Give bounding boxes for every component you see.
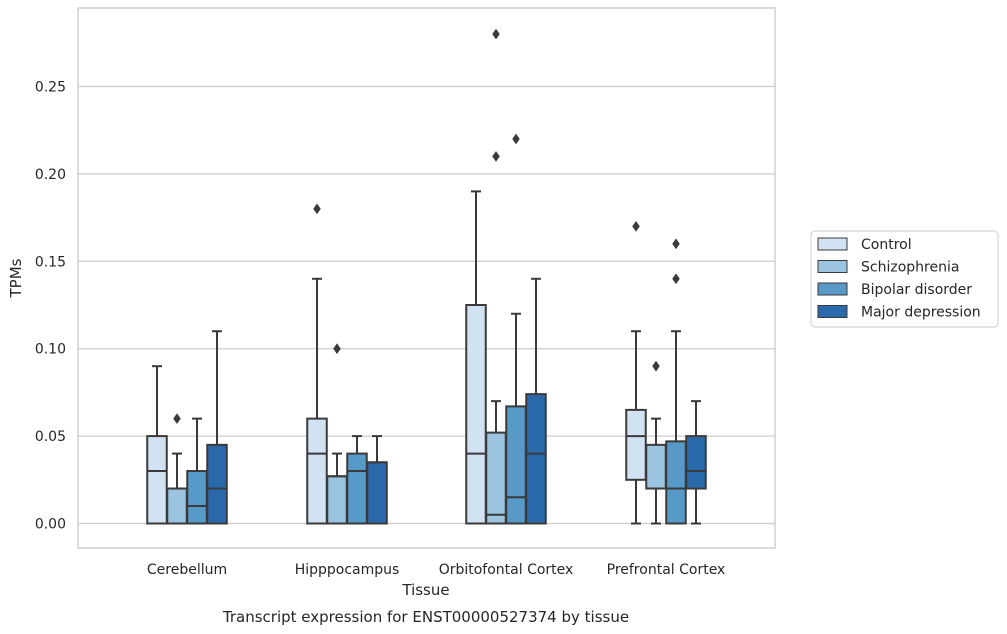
x-tick-label: Orbitofontal Cortex: [439, 562, 574, 578]
legend-label: Bipolar disorder: [861, 282, 972, 298]
box-control-0: [146, 365, 168, 525]
box-major-depression-1: [366, 435, 388, 525]
x-tick-labels: Cerebellum Hipppocampus Orbitofontal Corte…: [147, 562, 725, 578]
legend-frame: [810, 230, 999, 328]
box-bipolar-disorder-2: [505, 133, 527, 525]
box-control-1: [306, 203, 328, 525]
outlier-marker: [333, 343, 341, 355]
y-tick-labels: 0.00 0.05 0.10 0.15 0.20 0.25: [35, 80, 66, 533]
box-body: [525, 393, 547, 525]
figure-caption: Transcript expression for ENST0000052737…: [222, 608, 629, 626]
box-bipolar-disorder-1: [346, 435, 368, 525]
legend-swatch: [817, 237, 848, 251]
y-tick-label: 0.00: [35, 517, 66, 533]
y-tick-label: 0.25: [35, 80, 66, 96]
box-body: [326, 475, 348, 525]
legend: Control Schizophrenia Bipolar disorder Majo…: [810, 230, 999, 328]
box-schizophrenia-2: [485, 28, 507, 525]
x-axis-title: Tissue: [401, 581, 449, 599]
y-axis-title: TPMs: [7, 258, 25, 298]
legend-swatch: [817, 282, 848, 296]
legend-swatch: [817, 260, 848, 273]
box-body: [346, 452, 368, 525]
x-tick-label: Hipppocampus: [295, 562, 400, 578]
box-body: [505, 405, 527, 525]
box-body: [685, 435, 707, 490]
box-bipolar-disorder-3: [665, 238, 687, 525]
legend-label: Major depression: [861, 305, 981, 321]
x-tick-label: Prefrontal Cortex: [607, 562, 726, 578]
box-schizophrenia-1: [326, 343, 348, 525]
y-tick-label: 0.05: [35, 429, 66, 445]
box-body: [625, 408, 647, 481]
outlier-marker: [652, 360, 660, 372]
outlier-marker: [313, 203, 321, 215]
box-body: [665, 440, 687, 525]
plot-frame: [77, 7, 776, 549]
box-body: [306, 417, 328, 525]
box-schizophrenia-0: [166, 413, 188, 525]
box-body: [645, 443, 667, 490]
legend-swatch: [817, 305, 848, 318]
legend-label: Control: [861, 237, 912, 253]
box-major-depression-0: [206, 330, 228, 525]
outlier-marker: [672, 273, 680, 285]
box-body: [465, 304, 487, 525]
box-body: [146, 435, 168, 525]
y-tick-label: 0.20: [35, 167, 66, 183]
box-body: [366, 461, 388, 525]
box-body: [186, 470, 208, 525]
box-body: [206, 443, 228, 525]
y-tick-label: 0.10: [35, 342, 66, 358]
box-schizophrenia-3: [645, 360, 667, 525]
outlier-marker: [492, 28, 500, 40]
box-bipolar-disorder-0: [186, 417, 208, 525]
outlier-marker: [512, 133, 520, 145]
legend-label: Schizophrenia: [861, 260, 959, 276]
box-control-3: [625, 220, 647, 525]
outlier-marker: [672, 238, 680, 250]
box-control-2: [465, 190, 487, 525]
y-tick-label: 0.15: [35, 254, 66, 270]
boxes: [146, 28, 707, 525]
box-major-depression-2: [525, 277, 547, 525]
outlier-marker: [492, 150, 500, 162]
box-body: [485, 431, 507, 525]
outlier-marker: [632, 220, 640, 232]
x-tick-label: Cerebellum: [147, 562, 227, 578]
box-body: [166, 487, 188, 525]
outlier-marker: [173, 413, 181, 425]
box-major-depression-3: [685, 400, 707, 525]
